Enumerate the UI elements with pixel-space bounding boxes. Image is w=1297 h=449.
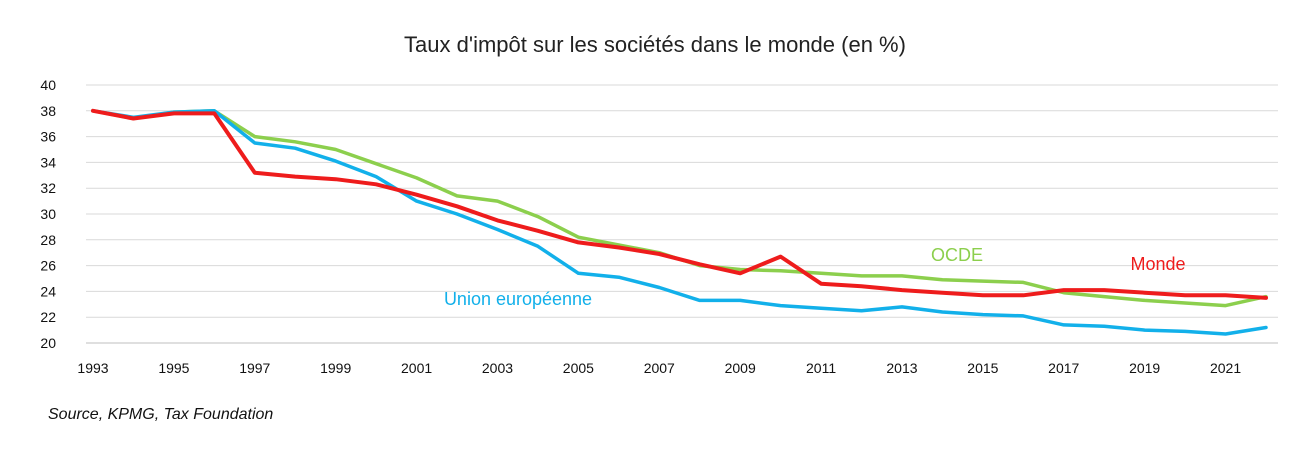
series-labels: OCDE Monde Union européenne [444, 245, 1186, 309]
x-tick-label: 1997 [239, 360, 270, 376]
x-tick-label: 2001 [401, 360, 432, 376]
y-tick-label: 26 [40, 258, 56, 274]
series-label: Union européenne [444, 289, 592, 309]
y-tick-label: 20 [40, 335, 56, 351]
y-tick-label: 34 [40, 154, 56, 170]
x-tick-label: 2019 [1129, 360, 1160, 376]
series-line-ocde [91, 109, 1268, 308]
gridlines [86, 84, 1278, 344]
y-axis-ticks: 20 22 24 26 28 30 32 34 36 38 40 [40, 77, 56, 351]
y-tick-label: 22 [40, 309, 56, 325]
x-tick-label: 2011 [806, 360, 836, 376]
series-line-monde [91, 108, 1268, 300]
x-tick-label: 2021 [1210, 360, 1241, 376]
source-note: Source, KPMG, Tax Foundation [48, 406, 273, 423]
x-tick-label: 2009 [725, 360, 756, 376]
x-tick-label: 2003 [482, 360, 513, 376]
x-tick-label: 2015 [967, 360, 998, 376]
x-tick-label: 2013 [886, 360, 917, 376]
x-tick-label: 2005 [563, 360, 594, 376]
y-tick-label: 38 [40, 103, 56, 119]
chart-title: Taux d'impôt sur les sociétés dans le mo… [404, 32, 906, 57]
y-tick-label: 32 [40, 180, 56, 196]
y-tick-label: 28 [40, 232, 56, 248]
x-tick-label: 1999 [320, 360, 351, 376]
x-tick-label: 2017 [1048, 360, 1079, 376]
y-tick-label: 36 [40, 129, 56, 145]
x-tick-label: 2007 [644, 360, 675, 376]
series-lines [91, 108, 1268, 336]
series-label: Monde [1130, 254, 1185, 274]
series-line-union-europeenne [91, 109, 1268, 336]
y-tick-label: 24 [40, 283, 56, 299]
x-tick-label: 1993 [77, 360, 108, 376]
x-axis-ticks: 1993 1995 1997 1999 2001 2003 2005 2007 2009 2011… [77, 360, 1241, 376]
series-label: OCDE [931, 245, 983, 265]
y-tick-label: 40 [40, 77, 56, 93]
y-tick-label: 30 [40, 206, 56, 222]
x-tick-label: 1995 [158, 360, 189, 376]
